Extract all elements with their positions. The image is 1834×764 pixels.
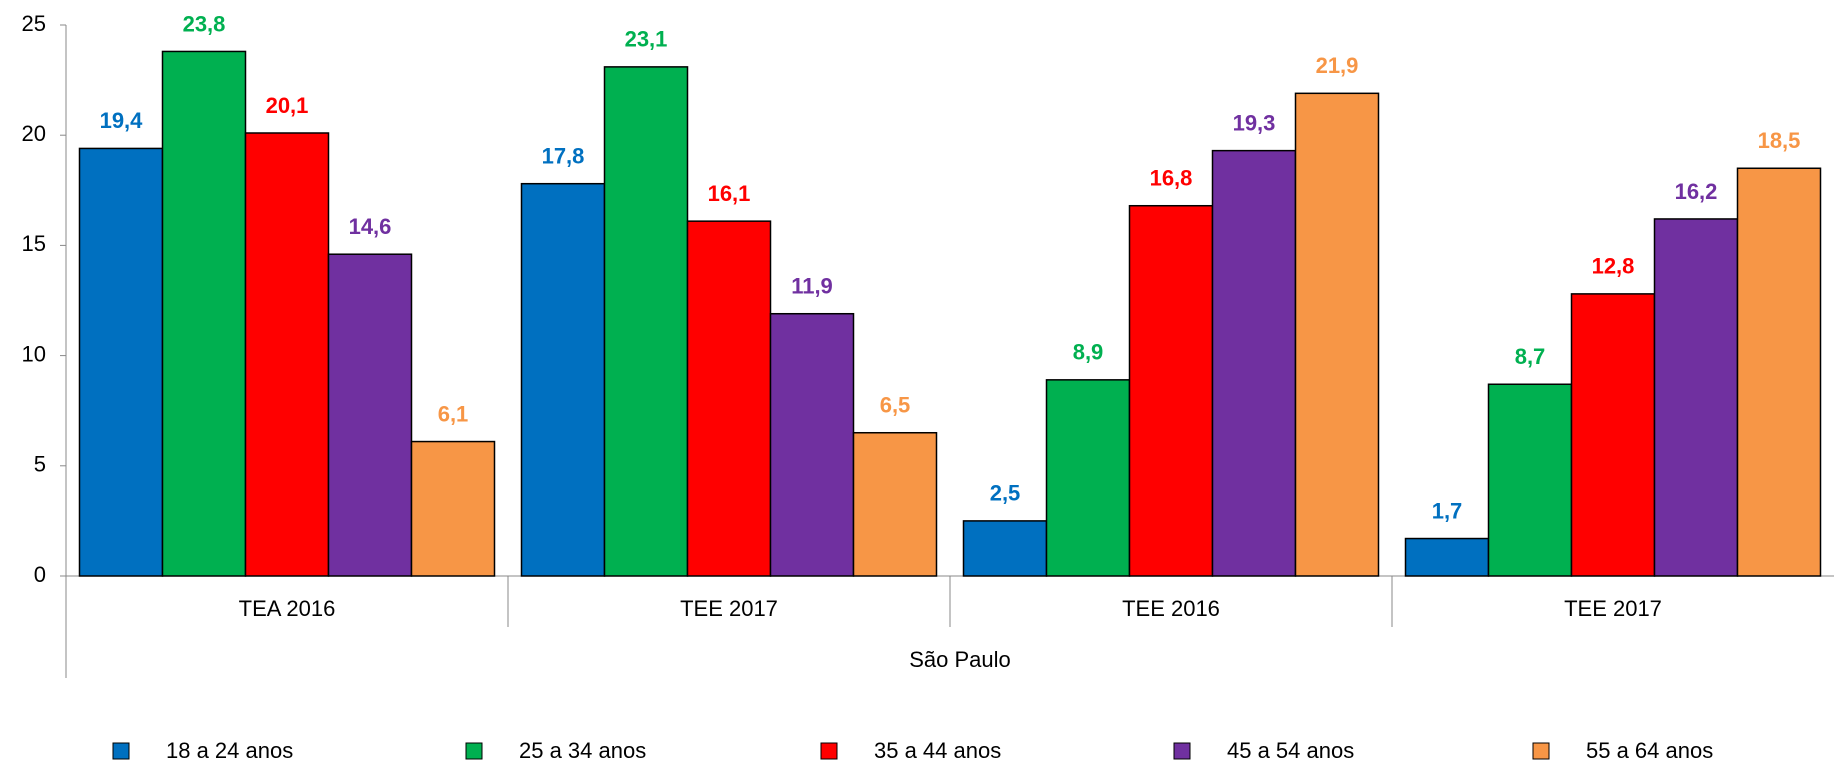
bar [1653, 218, 1739, 577]
bar [161, 50, 247, 577]
y-tick-label: 15 [22, 231, 46, 256]
value-label: 20,1 [266, 93, 309, 118]
value-label: 11,9 [791, 274, 833, 299]
bar [1294, 92, 1380, 577]
value-label: 18,5 [1758, 128, 1801, 153]
value-label: 23,1 [625, 27, 668, 52]
legend-swatch [1173, 742, 1191, 760]
bar [603, 66, 689, 577]
y-tick-label: 20 [22, 121, 46, 146]
legend-swatch [1532, 742, 1550, 760]
bar [520, 182, 606, 577]
y-tick-label: 0 [34, 562, 46, 587]
value-label: 8,7 [1515, 344, 1546, 369]
value-label: 8,9 [1073, 340, 1104, 365]
value-label: 16,1 [708, 181, 751, 206]
value-label: 14,6 [349, 214, 392, 239]
legend-swatch [465, 742, 483, 760]
legend-swatch [820, 742, 838, 760]
bar [1736, 167, 1822, 577]
bar [686, 220, 772, 577]
legend-swatch [112, 742, 130, 760]
bar [962, 520, 1048, 577]
group-label: São Paulo [909, 647, 1011, 672]
bar [78, 147, 164, 577]
value-label: 6,1 [438, 401, 469, 426]
bar [1211, 149, 1297, 577]
legend-label: 35 a 44 anos [874, 738, 1001, 763]
value-label: 16,8 [1150, 166, 1193, 191]
value-label: 17,8 [542, 144, 585, 169]
legend-label: 25 a 34 anos [519, 738, 646, 763]
bar [852, 431, 938, 577]
value-label: 2,5 [990, 481, 1021, 506]
value-label: 19,4 [100, 108, 144, 133]
bar [1128, 204, 1214, 577]
value-label: 6,5 [880, 393, 911, 418]
x-tick-label: TEA 2016 [239, 596, 336, 621]
value-label: 19,3 [1233, 110, 1276, 135]
bar [1404, 537, 1490, 577]
legend-label: 45 a 54 anos [1227, 738, 1354, 763]
bar [769, 312, 855, 577]
y-tick-label: 10 [22, 341, 46, 366]
x-tick-label: TEE 2017 [1564, 596, 1662, 621]
legend-label: 18 a 24 anos [166, 738, 293, 763]
bar [244, 132, 330, 577]
value-label: 12,8 [1592, 254, 1635, 279]
value-label: 23,8 [183, 11, 226, 36]
bar [327, 253, 413, 577]
bar [1487, 383, 1573, 577]
x-tick-label: TEE 2017 [680, 596, 778, 621]
legend-label: 55 a 64 anos [1586, 738, 1713, 763]
bar [410, 440, 496, 577]
y-tick-label: 25 [22, 11, 46, 36]
bar [1045, 379, 1131, 577]
x-tick-label: TEE 2016 [1122, 596, 1220, 621]
y-tick-label: 5 [34, 452, 46, 477]
value-label: 16,2 [1675, 179, 1718, 204]
value-label: 21,9 [1316, 53, 1359, 78]
value-label: 1,7 [1432, 498, 1463, 523]
bar [1570, 293, 1656, 577]
